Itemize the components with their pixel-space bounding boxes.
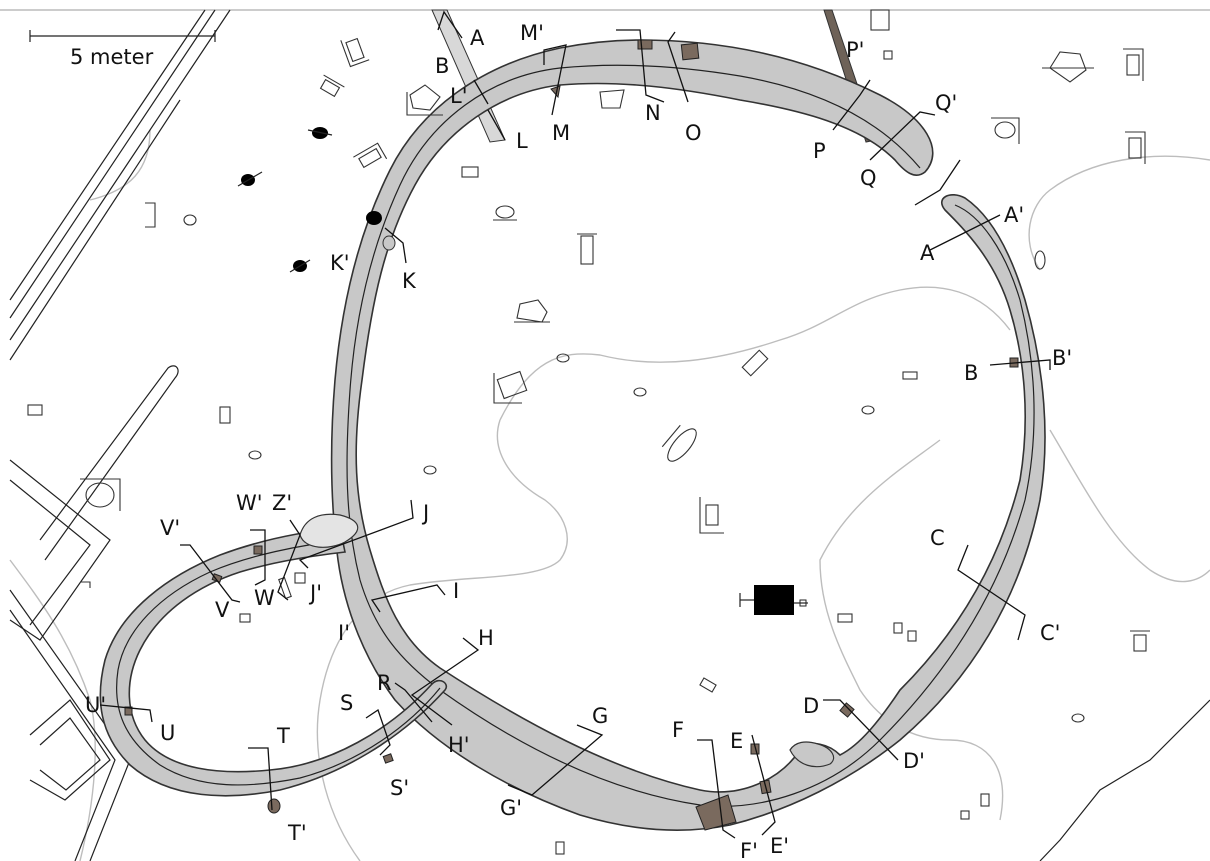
feature-u: [124, 706, 133, 716]
label-h: H: [478, 626, 494, 650]
label-j-prime: J': [308, 581, 322, 605]
section-lines: [99, 10, 1051, 839]
label-b-prime: B': [1052, 346, 1072, 370]
label-r: R: [377, 671, 392, 695]
feature-v: [211, 573, 223, 583]
feature-w-prime: [253, 545, 263, 555]
black-pit-3: [366, 211, 382, 225]
label-a: A: [920, 241, 935, 265]
label-t-prime: T': [287, 821, 307, 845]
label-o: O: [685, 121, 702, 145]
label-l: L: [516, 129, 528, 153]
label-l-prime: L': [450, 84, 467, 108]
label-m-prime: M': [520, 21, 544, 45]
label-k-prime: K': [330, 251, 350, 275]
label-b: B: [964, 361, 978, 385]
label-d: D: [803, 694, 819, 718]
label-s: S: [340, 691, 353, 715]
label-f-prime: F': [740, 839, 758, 861]
black-rectangle-feature: [754, 585, 794, 615]
label-i: I: [453, 579, 459, 603]
label-a-top: A: [470, 26, 485, 50]
label-t: T: [276, 724, 290, 748]
label-w: W: [254, 586, 275, 610]
feature-n: [637, 39, 653, 50]
label-k: K: [402, 269, 417, 293]
label-s-prime: S': [390, 776, 409, 800]
label-m: M: [552, 121, 570, 145]
label-u: U: [160, 721, 175, 745]
label-e: E: [730, 729, 743, 753]
label-u-prime: U': [85, 693, 106, 717]
label-v-prime: V': [160, 516, 180, 540]
label-w-prime: W': [236, 491, 263, 515]
label-p-prime: P': [846, 38, 864, 62]
label-h-prime: H': [448, 733, 470, 757]
scale-bar: 5 meter: [29, 30, 216, 69]
label-j: J: [421, 501, 429, 525]
scale-bar-label: 5 meter: [70, 45, 154, 69]
label-p: P: [813, 139, 826, 163]
label-d-prime: D': [903, 749, 925, 773]
label-e-prime: E': [770, 834, 789, 858]
ring-ditch: [99, 39, 1046, 831]
label-g-prime: G': [500, 796, 522, 820]
label-q: Q: [860, 166, 877, 190]
label-z-prime: Z': [272, 491, 292, 515]
feature-f: [695, 794, 737, 831]
label-a-prime: A': [1004, 203, 1024, 227]
black-features: [237, 127, 808, 615]
section-label-group: A B L' L M' M N O P' P Q' Q A' A B B' C …: [85, 21, 1072, 861]
label-c: C: [930, 526, 945, 550]
feature-t: [267, 798, 281, 814]
label-b-top: B: [435, 54, 449, 78]
label-f: F: [672, 718, 684, 742]
feature-s: [382, 753, 394, 764]
feature-d: [839, 702, 855, 718]
boundary-lines: [9, 9, 1210, 861]
label-n: N: [645, 101, 661, 125]
feature-o: [680, 42, 700, 61]
contour-lines: [9, 129, 1210, 861]
brown-features: [124, 39, 1019, 831]
label-c-prime: C': [1040, 621, 1060, 645]
small-features: [27, 9, 1150, 855]
label-q-prime: Q': [935, 91, 957, 115]
label-i-prime: I': [338, 621, 350, 645]
label-v: V: [215, 598, 230, 622]
label-g: G: [592, 704, 608, 728]
